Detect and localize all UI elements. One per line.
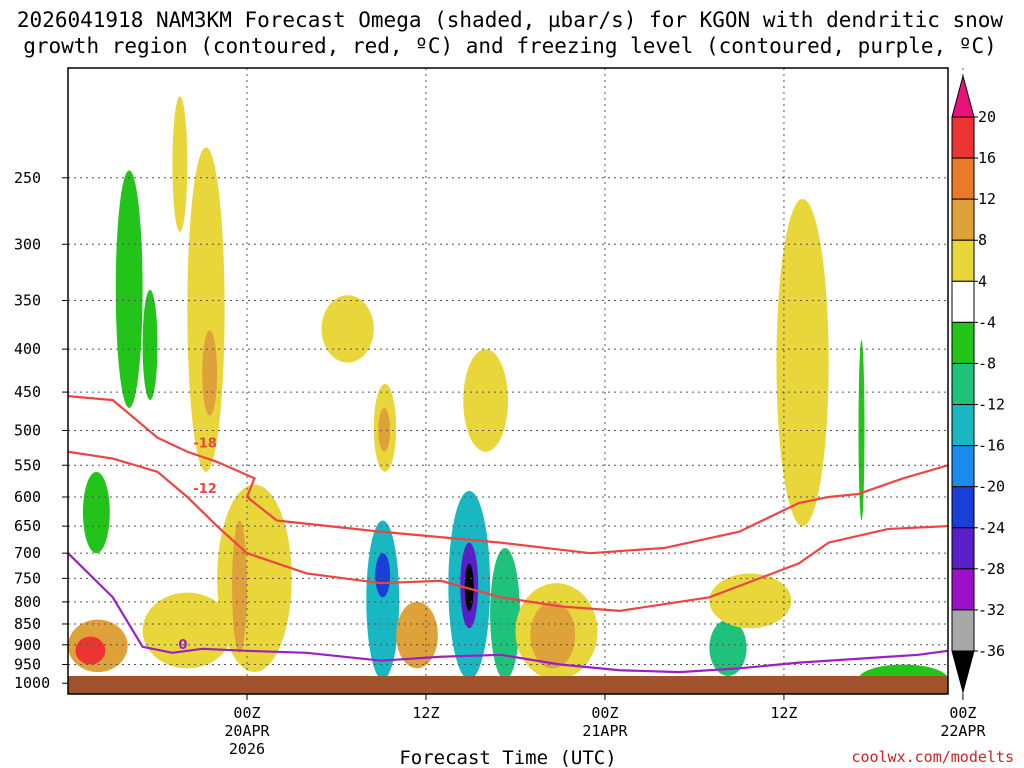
colorbar-label: -28 — [978, 560, 1005, 578]
y-tick-label: 450 — [14, 383, 41, 401]
plot-frame — [67, 67, 949, 695]
colorbar-bin — [951, 609, 975, 652]
omega-convective-1 — [366, 520, 400, 680]
title: 2026041918 NAM3KM Forecast Omega (shaded… — [17, 8, 1004, 58]
y-tick-label: 950 — [14, 656, 41, 674]
colorbar: 20 16 12 8 4 -4 -8 -12 -16 -20 -24 -28 -32 -36 — [951, 74, 1005, 694]
omega-lowlevel-red-left — [75, 636, 106, 665]
y-tick-label: 600 — [14, 488, 41, 506]
colorbar-bin — [951, 239, 975, 282]
omega-yellow-col-a-inner — [202, 330, 218, 416]
y-tick-label: 800 — [14, 593, 41, 611]
omega-core-1-orange — [378, 407, 391, 452]
colorbar-bin — [951, 362, 975, 406]
x-axis-title: Forecast Time (UTC) — [399, 747, 616, 768]
colorbar-bin — [951, 486, 975, 529]
colorbar-bottom-arrow — [951, 650, 975, 694]
colorbar-label: -16 — [978, 437, 1005, 455]
y-axis: 250 300 350 400 450 500 550 600 650 700 750 800 850 9… — [14, 169, 68, 692]
y-tick-label: 900 — [14, 636, 41, 654]
y-tick-label: 650 — [14, 517, 41, 535]
colorbar-label: -12 — [978, 396, 1005, 414]
omega-yellow-right-col — [776, 199, 829, 527]
colorbar-label: -4 — [978, 313, 996, 331]
x-tick-label: 22APR — [940, 722, 986, 740]
colorbar-label: -36 — [978, 642, 1005, 660]
freezing-contour-0-label: 0 — [178, 638, 187, 653]
colorbar-label: -8 — [978, 354, 996, 372]
omega-convective-1-core — [375, 553, 391, 598]
y-tick-label: 1000 — [14, 674, 50, 692]
omega-lowlevel-orange-right — [530, 601, 576, 669]
colorbar-bin — [951, 280, 975, 323]
omega-convective-4 — [709, 619, 747, 676]
omega-yellow-upper-mid — [463, 349, 508, 452]
x-tick-label: 12Z — [412, 704, 439, 722]
colorbar-top-arrow — [951, 74, 975, 118]
dgz-contour-0-label: -18 — [193, 437, 217, 452]
contours: -18 -12 0 — [67, 395, 949, 674]
omega-convective-2-core — [464, 563, 474, 611]
y-tick-label: 850 — [14, 615, 41, 633]
colorbar-bin — [951, 198, 975, 241]
colorbar-label: 12 — [978, 190, 996, 208]
y-tick-label: 350 — [14, 291, 41, 309]
colorbar-bin — [951, 445, 975, 488]
omega-yellow-col-a — [187, 147, 225, 472]
y-tick-label: 750 — [14, 569, 41, 587]
y-tick-label: 400 — [14, 340, 41, 358]
x-tick-label: 00Z — [591, 704, 618, 722]
dgz-contour-0 — [67, 395, 949, 555]
x-tick-label: 12Z — [770, 704, 797, 722]
y-tick-label: 250 — [14, 169, 41, 187]
colorbar-label: 16 — [978, 149, 996, 167]
colorbar-label: -32 — [978, 601, 1005, 619]
x-tick-label: 20APR — [224, 722, 270, 740]
colorbar-label: 4 — [978, 272, 987, 290]
omega-yellow-top-2 — [321, 295, 374, 363]
omega-green-col-2 — [142, 289, 158, 401]
colorbar-bin — [951, 568, 975, 611]
credit-text: coolwx.com/modelts — [851, 748, 1014, 766]
colorbar-label: -20 — [978, 478, 1005, 496]
omega-lowlevel-green-left — [82, 471, 110, 554]
omega-shading — [68, 96, 948, 694]
colorbar-bin — [951, 527, 975, 570]
colorbar-label: -24 — [978, 519, 1005, 537]
freezing-contour-0 — [67, 552, 949, 674]
omega-lowlevel-orange-mid — [396, 601, 438, 669]
y-tick-label: 300 — [14, 235, 41, 253]
omega-lowlevel-yellow-right-2 — [709, 573, 792, 629]
dgz-contour-1-label: -12 — [193, 482, 217, 497]
dgz-contour-1 — [67, 450, 949, 612]
colorbar-bin — [951, 157, 975, 200]
x-tick-label: 2026 — [229, 740, 265, 758]
x-tick-label: 21APR — [582, 722, 628, 740]
title-line-2: growth region (contoured, red, ºC) and f… — [23, 34, 997, 58]
x-tick-label: 00Z — [949, 704, 976, 722]
y-tick-label: 500 — [14, 422, 41, 440]
colorbar-bin — [951, 116, 975, 159]
colorbar-bin — [951, 321, 975, 364]
y-tick-label: 550 — [14, 456, 41, 474]
omega-convective-3 — [490, 547, 520, 680]
y-tick-label: 700 — [14, 544, 41, 562]
omega-yellow-top-1 — [172, 96, 188, 232]
title-line-1: 2026041918 NAM3KM Forecast Omega (shaded… — [17, 8, 1004, 32]
colorbar-bin — [951, 404, 975, 447]
x-tick-label: 00Z — [233, 704, 260, 722]
colorbar-label: 20 — [978, 108, 996, 126]
colorbar-label: 8 — [978, 231, 987, 249]
omega-upper-green-left — [115, 170, 143, 408]
ground-bar — [68, 676, 948, 694]
